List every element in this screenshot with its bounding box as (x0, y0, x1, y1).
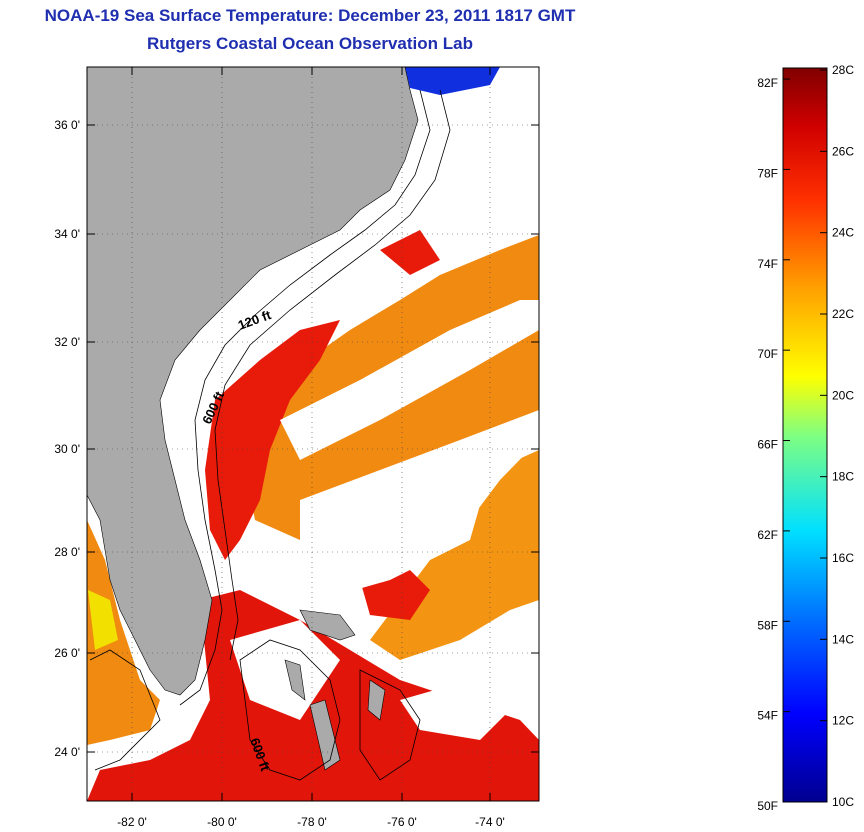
celsius-label: 18C (832, 470, 854, 484)
lat-label: 28 0' (54, 545, 80, 559)
celsius-label: 28C (832, 63, 854, 77)
lat-label: 24 0' (54, 745, 80, 759)
fahrenheit-label: 50F (757, 799, 778, 813)
lat-label: 26 0' (54, 646, 80, 660)
lat-label: 36 0' (54, 118, 80, 132)
map-subtitle: Rutgers Coastal Ocean Observation Lab (147, 34, 473, 53)
temperature-colorbar: 82F 78F 74F 70F 66F 62F 58F 54F 50F 28C … (757, 63, 854, 813)
lat-label: 32 0' (54, 335, 80, 349)
celsius-label: 10C (832, 795, 854, 809)
cloud-streaks (230, 300, 539, 740)
colorbar-fahrenheit-labels: 82F 78F 74F 70F 66F 62F 58F 54F 50F (757, 76, 778, 813)
celsius-label: 26C (832, 144, 854, 158)
fahrenheit-label: 78F (757, 166, 778, 180)
longitude-labels: -82 0' -80 0' -78 0' -76 0' -74 0' (117, 815, 505, 829)
fahrenheit-label: 54F (757, 709, 778, 723)
map-panel: 120 ft 600 ft 600 ft (87, 67, 539, 801)
celsius-label: 20C (832, 388, 854, 402)
cold-water-patch (405, 67, 500, 95)
map-frame (86, 66, 540, 802)
celsius-label: 16C (832, 551, 854, 565)
latitude-labels: 36 0' 34 0' 32 0' 30 0' 28 0' 26 0' 24 0… (54, 118, 80, 759)
celsius-label: 14C (832, 632, 854, 646)
fahrenheit-label: 74F (757, 257, 778, 271)
graticule (87, 67, 539, 801)
map-title: NOAA-19 Sea Surface Temperature: Decembe… (44, 6, 576, 25)
celsius-label: 24C (832, 226, 854, 240)
bathymetry-contours (89, 89, 451, 781)
land-mass-us-east-coast (87, 67, 419, 696)
lon-label: -78 0' (297, 815, 327, 829)
fahrenheit-label: 58F (757, 618, 778, 632)
lon-label: -74 0' (475, 815, 505, 829)
colorbar-gradient (782, 67, 828, 803)
lon-label: -82 0' (117, 815, 147, 829)
fahrenheit-label: 66F (757, 438, 778, 452)
celsius-label: 12C (832, 714, 854, 728)
colorbar-ticks (783, 69, 827, 803)
lat-label: 34 0' (54, 227, 80, 241)
lon-label: -76 0' (387, 815, 417, 829)
bahamas-islands (284, 609, 386, 771)
map-ticks (87, 67, 539, 801)
lat-label: 30 0' (54, 442, 80, 456)
colorbar-celsius-labels: 28C 26C 24C 22C 20C 18C 16C 14C 12C 10C (832, 63, 854, 809)
fahrenheit-label: 70F (757, 347, 778, 361)
fahrenheit-label: 62F (757, 528, 778, 542)
lon-label: -80 0' (207, 815, 237, 829)
fahrenheit-label: 82F (757, 76, 778, 90)
celsius-label: 22C (832, 307, 854, 321)
